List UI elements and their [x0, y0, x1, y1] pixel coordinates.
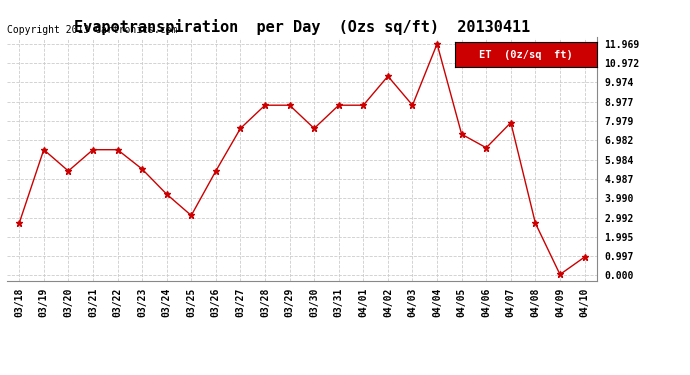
Title: Evapotranspiration  per Day  (Ozs sq/ft)  20130411: Evapotranspiration per Day (Ozs sq/ft) 2… [74, 19, 530, 35]
Text: Copyright 2013 Cartronics.com: Copyright 2013 Cartronics.com [7, 25, 177, 35]
